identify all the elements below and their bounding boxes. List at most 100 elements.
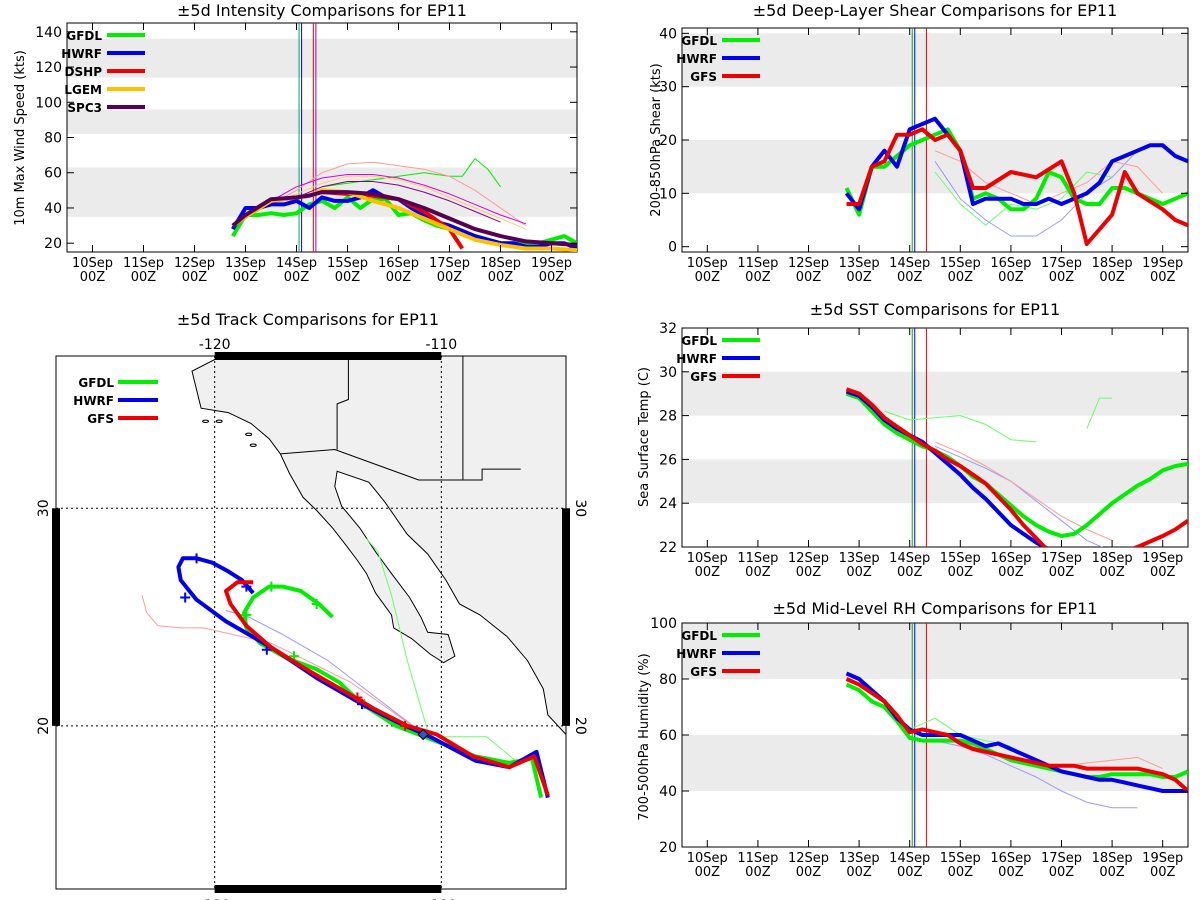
track-gfs-marker-0 xyxy=(400,720,411,731)
border-bar-top xyxy=(214,352,442,360)
intensity-title: ±5d Intensity Comparisons for EP11 xyxy=(177,1,467,20)
rh-ytick-label-80: 80 xyxy=(659,672,677,688)
rh-panel: ±5d Mid-Level RH Comparisons for EP11 70… xyxy=(637,599,1189,880)
island-2 xyxy=(249,443,257,447)
rh-xtick-sub-4: 00Z xyxy=(897,865,923,880)
shear-xtick-label-6: 16Sep xyxy=(990,256,1031,271)
sst-legend-label-gfdl: GFDL xyxy=(681,334,717,348)
track-legend-label-hwrf: HWRF xyxy=(73,394,114,408)
island-3 xyxy=(202,419,210,423)
sst-xtick-label-0: 10Sep xyxy=(687,551,728,566)
rh-ytick-label-60: 60 xyxy=(659,728,677,744)
sst-xtick-sub-3: 00Z xyxy=(846,565,872,580)
shear-xtick-label-3: 13Sep xyxy=(839,256,880,271)
intensity-xtick-label-3: 13Sep xyxy=(225,256,266,271)
rh-series-gfs xyxy=(845,677,1188,793)
sst-band-1 xyxy=(682,371,1188,416)
intensity-xtick-label-5: 15Sep xyxy=(327,256,368,271)
shear-xtick-sub-7: 00Z xyxy=(1049,270,1075,285)
intensity-ytick-label-40: 40 xyxy=(44,201,62,217)
island-0 xyxy=(215,419,223,423)
shear-ytick-label-20: 20 xyxy=(659,133,677,149)
rh-ytick-label-100: 100 xyxy=(650,616,677,632)
us-mexico-border xyxy=(280,448,521,481)
shear-xtick-label-5: 15Sep xyxy=(940,256,981,271)
shear-band-1 xyxy=(682,33,1188,87)
rh-xtick-label-3: 13Sep xyxy=(839,851,880,866)
shear-plot xyxy=(844,28,1188,252)
sst-frame xyxy=(681,327,1189,548)
track-gfdl-marker-2 xyxy=(241,609,252,620)
rh-band-0 xyxy=(682,735,1188,791)
sst-xtick-sub-8: 00Z xyxy=(1099,565,1125,580)
intensity-xtick-sub-0: 00Z xyxy=(80,270,106,285)
sst-xtick-label-3: 13Sep xyxy=(839,551,880,566)
sst-ytick-label-28: 28 xyxy=(659,409,677,425)
rh-xtick-sub-5: 00Z xyxy=(948,865,974,880)
shear-series-gfs xyxy=(846,127,1188,246)
track-gfs-prev xyxy=(141,595,419,731)
intensity-legend-label-gfdl: GFDL xyxy=(66,29,102,43)
track-gfdl-prev2 xyxy=(436,736,522,766)
shear-band-0 xyxy=(682,140,1188,194)
shear-series-gfdl-prev xyxy=(934,171,1113,226)
intensity-plot xyxy=(231,23,577,252)
intensity-xtick-label-6: 16Sep xyxy=(378,256,419,271)
sst-xtick-sub-6: 00Z xyxy=(998,565,1024,580)
shear-xtick-label-7: 17Sep xyxy=(1041,256,1082,271)
sst-ytick-label-30: 30 xyxy=(659,365,677,381)
sst-ytick-label-32: 32 xyxy=(659,321,677,337)
rh-xtick-sub-1: 00Z xyxy=(745,865,771,880)
lat-label-left-1: 30 xyxy=(36,499,52,517)
shear-ytick-label-10: 10 xyxy=(659,186,677,202)
track-lines xyxy=(141,538,550,799)
track-map xyxy=(191,356,566,736)
shear-xtick-sub-8: 00Z xyxy=(1099,270,1125,285)
shear-xtick-label-2: 12Sep xyxy=(788,256,829,271)
intensity-ylabel: 10m Max Wind Speed (kts) xyxy=(13,50,28,226)
intensity-xtick-sub-8: 00Z xyxy=(488,270,514,285)
sst-ylabel: Sea Surface Temp (C) xyxy=(637,367,652,507)
sst-title: ±5d SST Comparisons for EP11 xyxy=(810,300,1060,319)
track-gfdl-marker-4 xyxy=(311,599,322,610)
lat-label-right-0: 20 xyxy=(572,717,588,735)
rh-title: ±5d Mid-Level RH Comparisons for EP11 xyxy=(773,599,1098,618)
sst-xtick-label-2: 12Sep xyxy=(788,551,829,566)
rh-xtick-sub-3: 00Z xyxy=(846,865,872,880)
intensity-series-spc3-prev2 xyxy=(296,181,501,223)
lon-label-top-1: -110 xyxy=(425,337,457,353)
rh-xtick-sub-9: 00Z xyxy=(1150,865,1176,880)
shear-xtick-label-8: 18Sep xyxy=(1092,256,1133,271)
rh-xtick-label-4: 14Sep xyxy=(889,851,930,866)
rh-xtick-sub-8: 00Z xyxy=(1099,865,1125,880)
rh-xtick-sub-2: 00Z xyxy=(796,865,822,880)
shear-series-hwrf xyxy=(844,116,1188,212)
shear-xtick-label-9: 19Sep xyxy=(1142,256,1183,271)
intensity-panel: ±5d Intensity Comparisons for EP11 10m M… xyxy=(13,1,578,285)
intensity-legend-label-spc3: SPC3 xyxy=(67,101,102,115)
rh-series-gfdl xyxy=(845,682,1188,779)
rh-xtick-label-6: 16Sep xyxy=(990,851,1031,866)
border-bar-left xyxy=(52,508,60,726)
intensity-legend-label-lgem: LGEM xyxy=(64,83,102,97)
sst-xtick-sub-2: 00Z xyxy=(796,565,822,580)
rh-band-1 xyxy=(682,623,1188,679)
rh-xtick-label-1: 11Sep xyxy=(737,851,778,866)
sst-legend-label-gfs: GFS xyxy=(690,370,717,384)
shear-xtick-sub-9: 00Z xyxy=(1150,270,1176,285)
rh-ytick-label-40: 40 xyxy=(659,784,677,800)
storm-position-marker xyxy=(417,728,429,741)
shear-xtick-sub-0: 00Z xyxy=(695,270,721,285)
sst-xtick-sub-4: 00Z xyxy=(897,565,923,580)
shear-xtick-sub-2: 00Z xyxy=(796,270,822,285)
shear-ytick-label-40: 40 xyxy=(659,26,677,42)
track-hwrf xyxy=(176,556,550,799)
intensity-xtick-label-0: 10Sep xyxy=(72,256,113,271)
intensity-ytick-label-60: 60 xyxy=(44,166,62,182)
sst-xtick-label-1: 11Sep xyxy=(737,551,778,566)
intensity-xtick-sub-6: 00Z xyxy=(386,270,412,285)
rh-legend-label-gfdl: GFDL xyxy=(681,629,717,643)
intensity-xtick-label-7: 17Sep xyxy=(429,256,470,271)
track-legend-label-gfdl: GFDL xyxy=(78,376,114,390)
